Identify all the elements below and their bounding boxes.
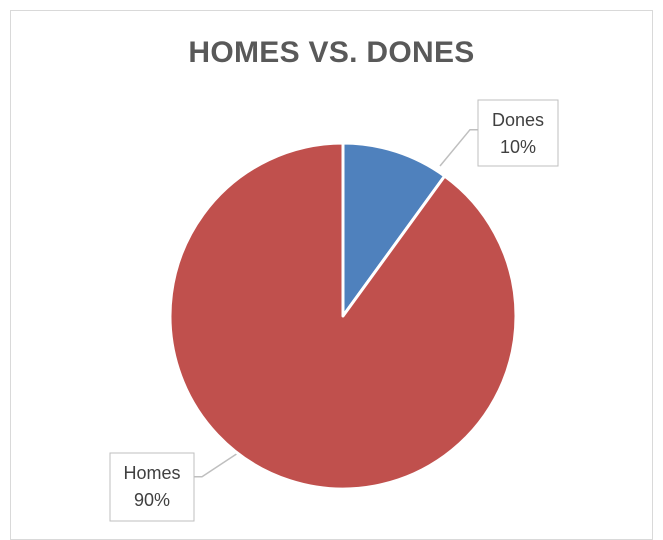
data-label-category-homes: Homes [123,463,180,483]
data-label-percent-dones: 10% [500,137,536,157]
leader-line-dones [439,128,478,167]
pie-slice-homes [168,141,518,491]
data-label-box-dones [477,99,559,167]
data-label-percent-homes: 90% [134,490,170,510]
leader-line-homes [194,452,239,478]
pie-slice-dones [341,141,447,318]
data-label-box-homes [109,452,195,522]
data-label-category-dones: Dones [492,110,544,130]
chart-title: HOMES VS. DONES [188,36,475,69]
